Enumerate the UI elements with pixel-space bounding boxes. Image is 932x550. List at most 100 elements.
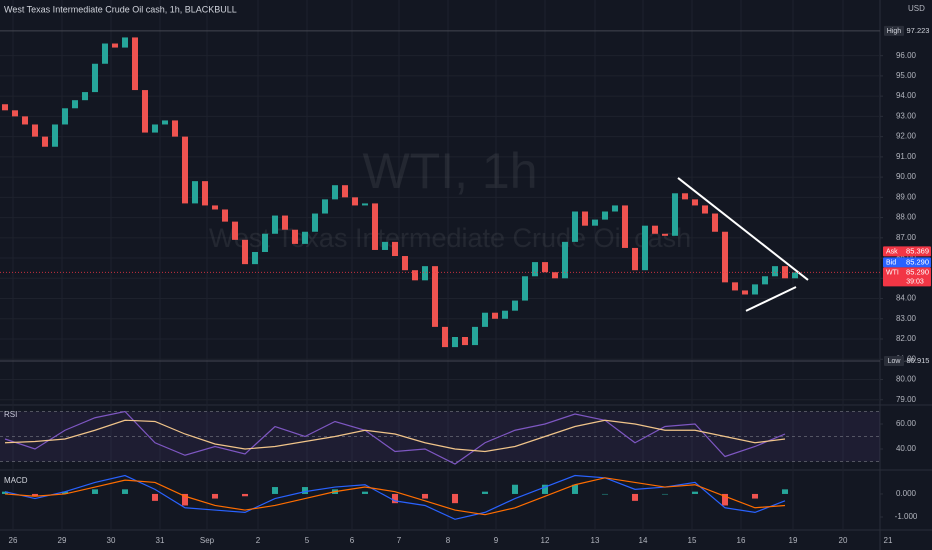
candle-body [612, 205, 618, 212]
x-tick-label: 12 [541, 536, 550, 545]
chart-title: West Texas Intermediate Crude Oil cash, … [4, 4, 237, 14]
candle-body [212, 205, 218, 210]
indicator-line [4, 474, 786, 520]
watermark-subtitle: West Texas Intermediate Crude Oil cash [209, 223, 691, 253]
quote-name: Ask [886, 248, 898, 255]
candle-body [132, 37, 138, 91]
candle-body [462, 336, 468, 346]
macd-histogram-bar [662, 493, 668, 495]
x-tick-label: 31 [156, 536, 165, 545]
y-tick-label: 89.00 [896, 192, 917, 201]
candle-body [72, 100, 78, 109]
indicator-line [4, 477, 786, 516]
y-tick-label: 83.00 [896, 314, 917, 323]
x-tick-label: 30 [107, 536, 116, 545]
candle-body [592, 219, 598, 226]
x-tick-label: 15 [688, 536, 697, 545]
trendline [677, 177, 809, 281]
y-tick-label: 90.00 [896, 172, 917, 181]
candle-body [482, 312, 488, 327]
watermark: WTI, 1h [362, 143, 537, 199]
candle-body [532, 262, 538, 277]
x-tick-label: 5 [305, 536, 310, 545]
candle-body [232, 221, 238, 240]
quote-value: 85.290 [906, 267, 929, 276]
macd-histogram-bar [602, 493, 608, 495]
high-value: 97.223 [907, 26, 930, 35]
y-tick-label: 80.00 [896, 375, 917, 384]
candle-body [682, 193, 688, 200]
candle-body [62, 108, 68, 125]
macd-histogram-bar [542, 484, 548, 494]
high-tag-label: High [887, 28, 902, 35]
pane-title: RSI [4, 410, 17, 419]
candle-body [392, 241, 398, 257]
macd-histogram-bar [482, 491, 488, 494]
y-tick-label: 82.00 [896, 334, 917, 343]
candle-body [542, 262, 548, 273]
candle-body [662, 233, 668, 236]
x-tick-label: 14 [639, 536, 648, 545]
y-tick-label: 60.00 [896, 419, 917, 428]
candle-body [332, 185, 338, 200]
candle-body [252, 251, 258, 265]
candle-body [452, 336, 458, 348]
candle-body [352, 197, 358, 206]
candle-body [102, 43, 108, 64]
candle-body [622, 205, 628, 248]
candle-body [552, 272, 558, 279]
candle-body [562, 241, 568, 279]
candle-body [582, 211, 588, 226]
candle-body [512, 300, 518, 311]
candle-body [192, 181, 198, 204]
x-tick-label: 9 [494, 536, 499, 545]
macd-histogram-bar [302, 487, 308, 494]
quote-name: WTI [886, 269, 899, 276]
candle-body [182, 136, 188, 204]
candle-body [762, 276, 768, 285]
candle-body [362, 203, 368, 206]
low-tag-label: Low [888, 358, 902, 365]
candle-body [282, 215, 288, 230]
candle-body [602, 211, 608, 220]
macd-histogram-bar [362, 491, 368, 494]
y-tick-label: 91.00 [896, 152, 917, 161]
macd-histogram-bar [2, 491, 8, 494]
candle-body [122, 37, 128, 48]
y-tick-label: 92.00 [896, 132, 917, 141]
macd-histogram-bar [212, 493, 218, 499]
candle-body [202, 181, 208, 206]
candle-body [302, 231, 308, 244]
macd-histogram-bar [752, 493, 758, 499]
y-tick-label: 94.00 [896, 91, 917, 100]
candle-body [722, 231, 728, 283]
candle-body [262, 233, 268, 252]
candle-body [342, 185, 348, 198]
candle-body [472, 326, 478, 346]
quote-tag [883, 246, 931, 257]
candle-body [142, 90, 148, 133]
quote-tag [883, 257, 931, 268]
x-tick-label: 20 [839, 536, 848, 545]
candle-body [272, 215, 278, 234]
x-tick-label: 26 [9, 536, 18, 545]
quote-value: 85.290 [906, 257, 929, 266]
quote-value: 85.369 [906, 246, 929, 255]
candle-body [22, 116, 28, 125]
macd-histogram-bar [92, 489, 98, 494]
candle-body [162, 120, 168, 125]
macd-histogram-bar [722, 493, 728, 506]
macd-histogram-bar [452, 493, 458, 504]
candle-body [692, 199, 698, 206]
candle-body [772, 266, 778, 277]
y-tick-label: 96.00 [896, 51, 917, 60]
macd-histogram-bar [32, 493, 38, 497]
macd-histogram-bar [782, 489, 788, 494]
high-tag [884, 25, 904, 36]
candle-body [732, 282, 738, 291]
candle-body [702, 205, 708, 214]
candle-body [222, 209, 228, 222]
x-tick-label: 7 [397, 536, 402, 545]
candle-body [172, 120, 178, 137]
